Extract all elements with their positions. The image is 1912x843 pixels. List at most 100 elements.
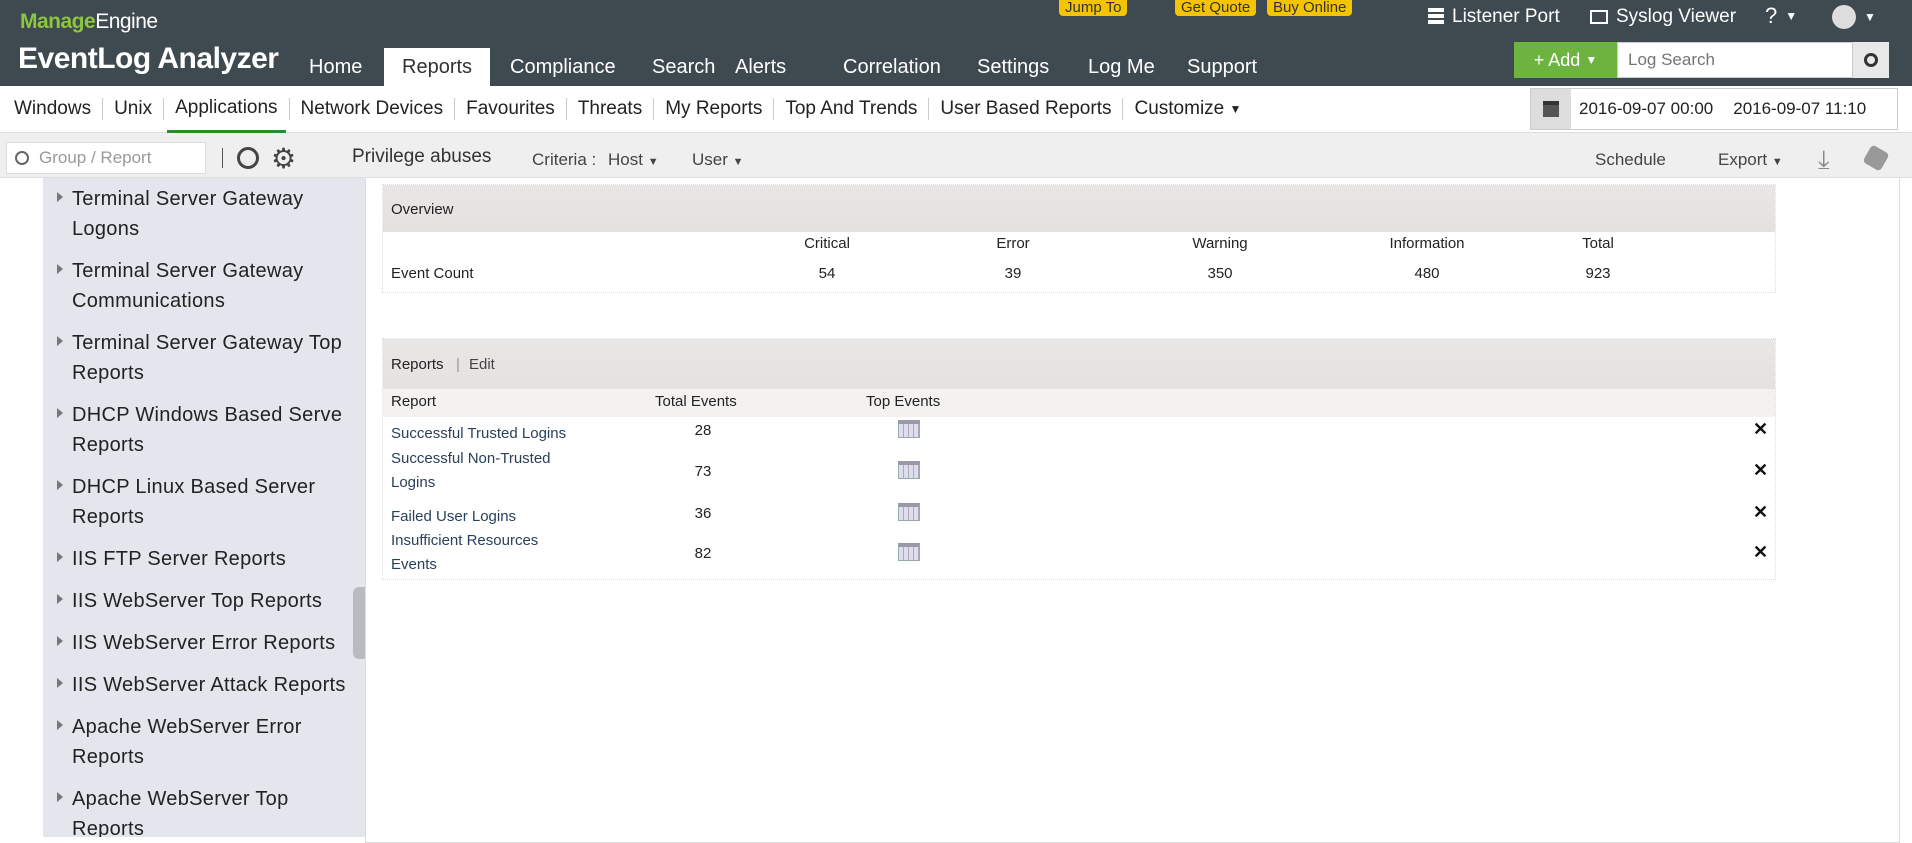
subnav-tab-customize[interactable]: Customize ▼ (1134, 98, 1242, 119)
nav-tab-reports[interactable]: Reports (384, 48, 491, 86)
sidebar-item[interactable]: Terminal Server Gateway Top Reports (43, 322, 365, 394)
jump-to-button[interactable]: Jump To (1059, 0, 1128, 16)
buy-online-button[interactable]: Buy Online (1267, 0, 1353, 16)
overview-value-total: 923 (1585, 265, 1611, 282)
subnav-tab-user-based-reports[interactable]: User Based Reports (940, 98, 1112, 119)
overview-section: Overview Event Count Critical 54 Error 39 Wa… (382, 184, 1776, 293)
expand-arrow-icon (57, 480, 63, 490)
log-search-button[interactable] (1853, 42, 1889, 78)
expand-arrow-icon (57, 678, 63, 688)
column-total-events: Total Events (655, 393, 737, 410)
report-title: Privilege abuses (352, 146, 492, 167)
total-events-value: 28 (694, 422, 712, 439)
nav-tab-support[interactable]: Support (1187, 55, 1258, 78)
sidebar: Terminal Server Gateway Logons Terminal S… (43, 178, 365, 837)
table-view-icon[interactable] (898, 503, 920, 521)
close-icon[interactable]: ✕ (1753, 502, 1769, 522)
user-dropdown[interactable]: User ▼ (692, 150, 744, 169)
listener-port-button[interactable]: Listener Port (1428, 6, 1560, 28)
expand-arrow-icon (57, 720, 63, 730)
group-report-search[interactable]: Group / Report (6, 142, 206, 174)
subnav-tab-threats[interactable]: Threats (577, 98, 643, 119)
close-icon[interactable]: ✕ (1753, 460, 1769, 480)
sidebar-item[interactable]: Apache WebServer Top Reports (43, 778, 365, 837)
divider (653, 98, 655, 120)
export-dropdown[interactable]: Export ▼ (1718, 150, 1783, 169)
table-view-icon[interactable] (898, 461, 920, 479)
table-view-icon[interactable] (898, 543, 920, 561)
overview-column-error: Error (996, 235, 1030, 252)
sidebar-item[interactable]: Apache WebServer Error Reports (43, 706, 365, 778)
nav-tab-settings[interactable]: Settings (977, 55, 1050, 78)
nav-tab-search[interactable]: Search (652, 55, 716, 78)
date-range-picker[interactable]: 2016-09-07 00:00 2016-09-07 11:10 (1530, 88, 1898, 130)
host-dropdown[interactable]: Host ▼ (608, 150, 659, 169)
divider (773, 98, 775, 120)
nav-tab-compliance[interactable]: Compliance (510, 55, 616, 78)
subnav-tab-network-devices[interactable]: Network Devices (300, 98, 444, 119)
download-icon[interactable]: ⤓ (1818, 144, 1830, 174)
get-quote-button[interactable]: Get Quote (1175, 0, 1257, 16)
report-link[interactable]: Successful Non-Trusted Logins (391, 450, 551, 491)
nav-tab-log-me[interactable]: Log Me (1088, 55, 1155, 78)
table-row: Successful Non-Trusted Logins 73 ✕ (383, 450, 1775, 491)
nav-tab-alerts[interactable]: Alerts (735, 55, 787, 78)
table-view-icon[interactable] (898, 420, 920, 438)
help-menu[interactable]: ? ▼ (1765, 3, 1798, 28)
expand-arrow-icon (57, 792, 63, 802)
divider: | (456, 356, 460, 373)
expand-arrow-icon (57, 264, 63, 274)
column-report: Report (391, 393, 437, 410)
subnav-tab-applications[interactable]: Applications (167, 86, 286, 133)
log-search-input[interactable] (1617, 42, 1853, 78)
sidebar-collapse-handle[interactable] (353, 587, 365, 659)
sidebar-item[interactable]: DHCP Linux Based Server Reports (43, 466, 365, 538)
subnav-tab-unix[interactable]: Unix (114, 98, 153, 119)
reports-section: Reports | Edit Report Total Events Top E… (382, 338, 1776, 580)
report-toolbar (0, 133, 1912, 178)
expand-arrow-icon (57, 636, 63, 646)
divider (222, 148, 223, 168)
syslog-viewer-button[interactable]: Syslog Viewer (1590, 6, 1736, 28)
edit-reports-link[interactable]: Edit (469, 356, 495, 373)
user-menu[interactable]: ▼ (1832, 5, 1876, 29)
sidebar-item[interactable]: Terminal Server Gateway Communications (43, 250, 365, 322)
nav-tab-home[interactable]: Home (309, 55, 363, 78)
divider (102, 98, 104, 120)
subnav-tab-windows[interactable]: Windows (14, 98, 92, 119)
user-avatar-icon (1832, 5, 1856, 29)
report-link[interactable]: Successful Trusted Logins (391, 425, 567, 442)
sidebar-item[interactable]: DHCP Windows Based Serve Reports (43, 394, 365, 466)
close-icon[interactable]: ✕ (1753, 542, 1769, 562)
subnav-tab-my-reports[interactable]: My Reports (665, 98, 763, 119)
settings-gear-icon[interactable]: ⚙ (271, 143, 297, 174)
sidebar-item[interactable]: Terminal Server Gateway Logons (43, 178, 365, 250)
table-row: Insufficient Resources Events 82 ✕ (383, 532, 1775, 573)
date-to: 2016-09-07 11:10 (1733, 99, 1867, 118)
sidebar-item[interactable]: IIS WebServer Top Reports (43, 580, 365, 622)
monitor-icon (1590, 10, 1608, 24)
overview-value-critical: 54 (818, 265, 836, 282)
overview-column-warning: Warning (1192, 235, 1248, 252)
expand-arrow-icon (57, 336, 63, 346)
report-link[interactable]: Failed User Logins (391, 508, 517, 525)
subnav-tab-top-and-trends[interactable]: Top And Trends (785, 98, 918, 119)
search-icon (15, 151, 29, 165)
report-link[interactable]: Insufficient Resources Events (391, 532, 539, 573)
history-icon[interactable] (237, 147, 259, 169)
expand-arrow-icon (57, 552, 63, 562)
subnav-tab-favourites[interactable]: Favourites (466, 98, 555, 119)
overview-column-information: Information (1389, 235, 1465, 252)
nav-tab-correlation[interactable]: Correlation (843, 55, 941, 78)
divider (565, 98, 567, 120)
sidebar-item[interactable]: IIS WebServer Attack Reports (43, 664, 365, 706)
table-row: Failed User Logins 36 ✕ (383, 493, 1775, 533)
expand-arrow-icon (57, 594, 63, 604)
calendar-icon[interactable] (1531, 89, 1571, 129)
schedule-button[interactable]: Schedule (1595, 150, 1666, 169)
add-button[interactable]: + Add ▼ (1514, 42, 1617, 78)
logo-product: EventLog Analyzer (18, 42, 279, 75)
close-icon[interactable]: ✕ (1753, 419, 1769, 439)
sidebar-item[interactable]: IIS FTP Server Reports (43, 538, 365, 580)
sidebar-item[interactable]: IIS WebServer Error Reports (43, 622, 365, 664)
